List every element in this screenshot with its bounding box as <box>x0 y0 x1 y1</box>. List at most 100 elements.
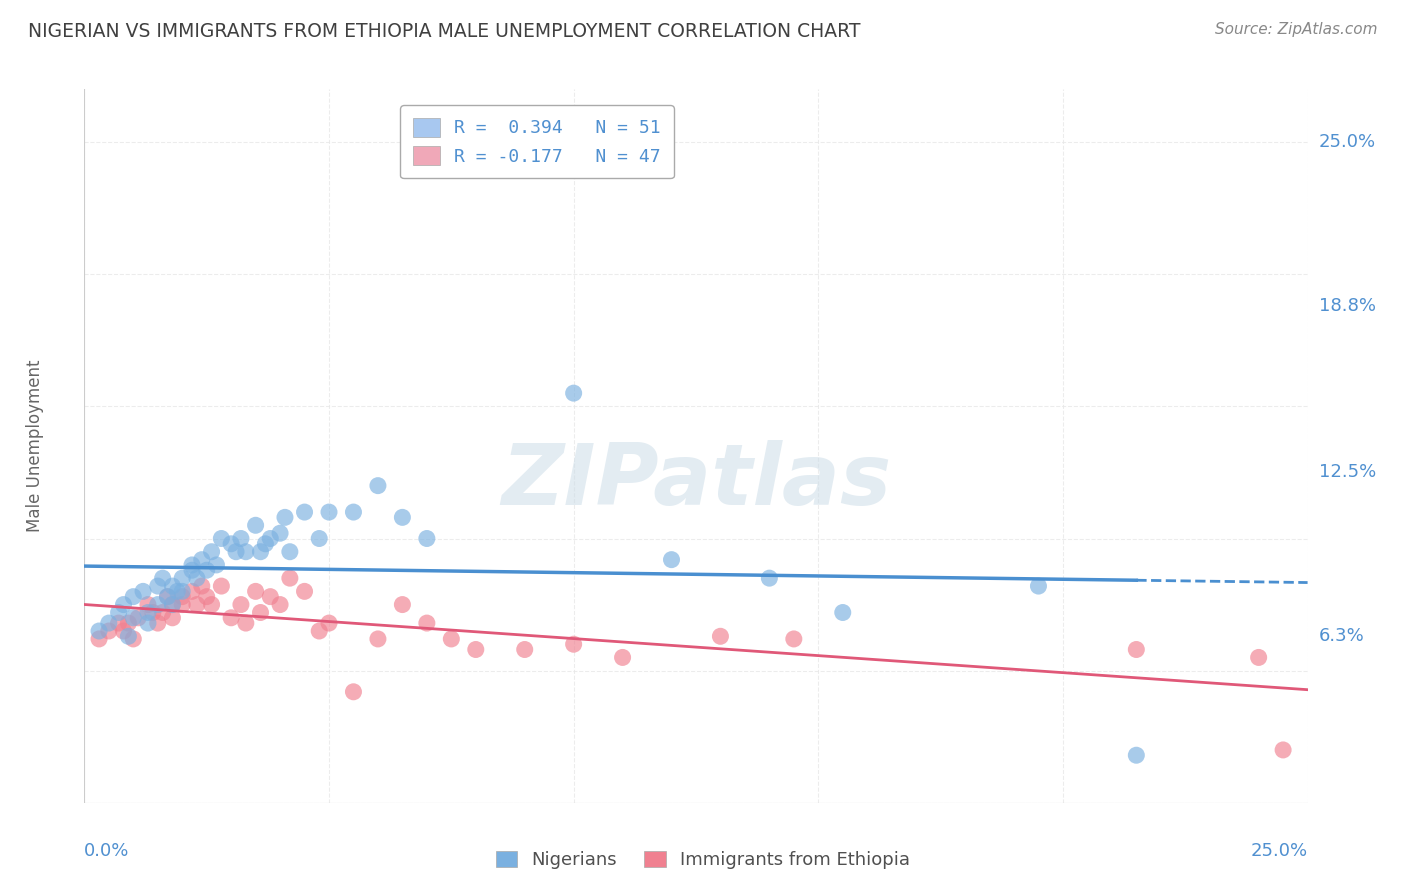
Point <box>294 584 316 599</box>
Point <box>249 545 271 559</box>
Point <box>146 579 169 593</box>
Point <box>464 642 486 657</box>
Point <box>87 632 110 646</box>
Point <box>162 598 184 612</box>
Point <box>127 611 149 625</box>
Point <box>181 563 204 577</box>
Point <box>97 624 120 638</box>
Point <box>249 606 271 620</box>
Point <box>1125 642 1147 657</box>
Point <box>122 611 145 625</box>
Point <box>562 637 585 651</box>
Point <box>181 584 204 599</box>
Point <box>172 584 194 599</box>
Point <box>1272 743 1295 757</box>
Point <box>166 584 188 599</box>
Point <box>709 629 731 643</box>
Text: NIGERIAN VS IMMIGRANTS FROM ETHIOPIA MALE UNEMPLOYMENT CORRELATION CHART: NIGERIAN VS IMMIGRANTS FROM ETHIOPIA MAL… <box>28 22 860 41</box>
Point <box>440 632 463 646</box>
Point <box>117 616 139 631</box>
Point <box>245 518 267 533</box>
Point <box>156 590 179 604</box>
Point <box>278 545 301 559</box>
Point <box>391 598 413 612</box>
Point <box>132 584 155 599</box>
Text: 0.0%: 0.0% <box>84 842 129 860</box>
Point <box>225 545 247 559</box>
Point <box>152 571 174 585</box>
Point <box>308 532 330 546</box>
Point <box>308 624 330 638</box>
Point <box>172 571 194 585</box>
Point <box>229 532 252 546</box>
Point <box>416 616 439 631</box>
Point <box>209 532 232 546</box>
Point <box>136 616 159 631</box>
Point <box>107 606 129 620</box>
Point <box>122 590 145 604</box>
Point <box>200 545 222 559</box>
Point <box>112 624 135 638</box>
Point <box>1247 650 1270 665</box>
Point <box>172 598 194 612</box>
Point <box>181 558 204 572</box>
Point <box>195 590 218 604</box>
Point <box>278 571 301 585</box>
Point <box>235 616 257 631</box>
Point <box>254 537 277 551</box>
Point <box>416 532 439 546</box>
Point <box>152 606 174 620</box>
Point <box>209 579 232 593</box>
Point <box>612 650 634 665</box>
Text: 25.0%: 25.0% <box>1250 842 1308 860</box>
Point <box>156 590 179 604</box>
Point <box>562 386 585 401</box>
Point <box>205 558 228 572</box>
Point <box>146 598 169 612</box>
Point <box>186 598 208 612</box>
Point <box>172 590 194 604</box>
Point <box>367 478 389 492</box>
Point <box>162 611 184 625</box>
Point <box>191 579 214 593</box>
Legend: Nigerians, Immigrants from Ethiopia: Nigerians, Immigrants from Ethiopia <box>486 842 920 879</box>
Point <box>245 584 267 599</box>
Point <box>513 642 536 657</box>
Point <box>391 510 413 524</box>
Text: Source: ZipAtlas.com: Source: ZipAtlas.com <box>1215 22 1378 37</box>
Point <box>229 598 252 612</box>
Point <box>318 505 340 519</box>
Text: 18.8%: 18.8% <box>1319 297 1375 315</box>
Text: ZIPatlas: ZIPatlas <box>501 440 891 524</box>
Point <box>259 590 281 604</box>
Text: Male Unemployment: Male Unemployment <box>27 359 45 533</box>
Point <box>274 510 297 524</box>
Point <box>136 606 159 620</box>
Point <box>1028 579 1050 593</box>
Point <box>122 632 145 646</box>
Point <box>342 505 364 519</box>
Point <box>259 532 281 546</box>
Point <box>235 545 257 559</box>
Point <box>758 571 780 585</box>
Point <box>661 552 683 566</box>
Point <box>219 537 242 551</box>
Point <box>200 598 222 612</box>
Legend: R =  0.394   N = 51, R = -0.177   N = 47: R = 0.394 N = 51, R = -0.177 N = 47 <box>401 105 673 178</box>
Text: 12.5%: 12.5% <box>1319 464 1376 482</box>
Point <box>1125 748 1147 763</box>
Text: 6.3%: 6.3% <box>1319 627 1364 645</box>
Point <box>191 552 214 566</box>
Point <box>269 598 291 612</box>
Point <box>783 632 806 646</box>
Point <box>269 526 291 541</box>
Point <box>107 616 129 631</box>
Text: 25.0%: 25.0% <box>1319 133 1376 151</box>
Point <box>195 563 218 577</box>
Point <box>367 632 389 646</box>
Point <box>831 606 853 620</box>
Point <box>97 616 120 631</box>
Point <box>142 606 165 620</box>
Point <box>219 611 242 625</box>
Point <box>294 505 316 519</box>
